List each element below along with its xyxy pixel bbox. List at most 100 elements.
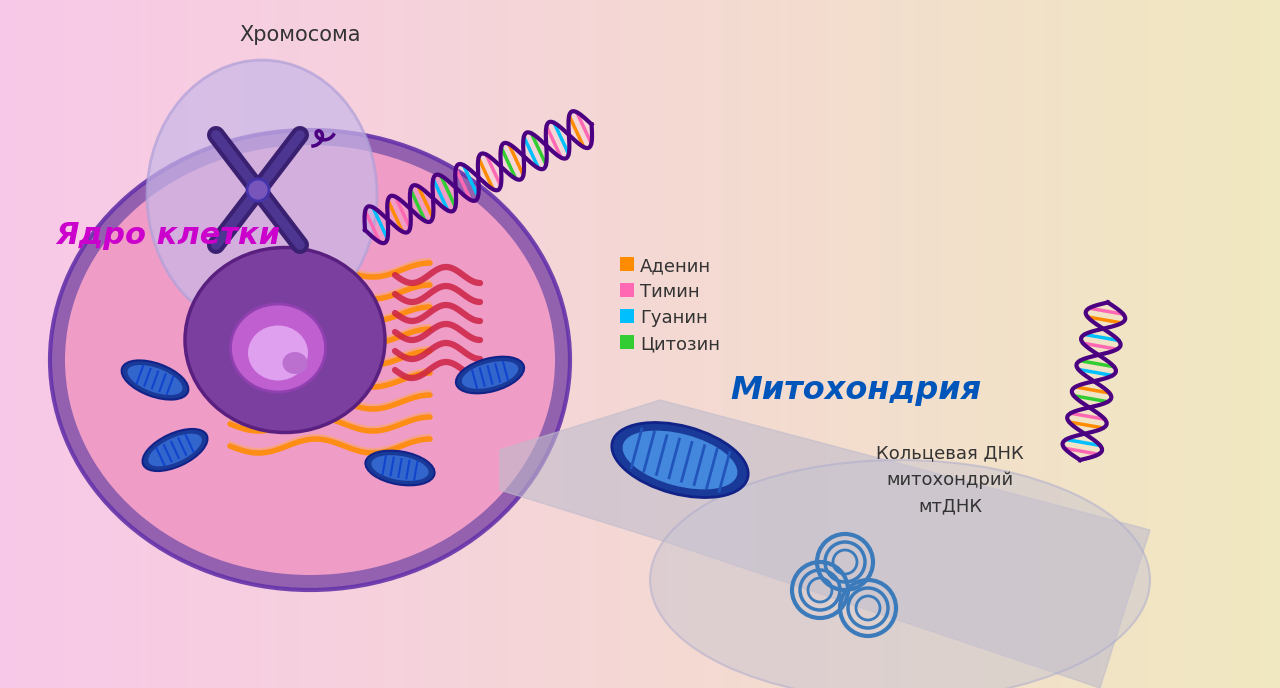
Bar [614, 0, 622, 688]
Bar [845, 0, 852, 688]
Bar [531, 0, 539, 688]
Bar [243, 0, 251, 688]
Bar [1152, 0, 1160, 688]
Bar [1075, 0, 1083, 688]
Bar [326, 0, 334, 688]
Bar [1037, 0, 1044, 688]
Bar [826, 0, 833, 688]
Bar [736, 0, 744, 688]
Bar [122, 0, 129, 688]
Bar [512, 0, 520, 688]
Bar [550, 0, 558, 688]
Bar [269, 0, 276, 688]
Text: Ядро клетки: Ядро клетки [55, 220, 280, 250]
Bar [1114, 0, 1121, 688]
Bar [448, 0, 456, 688]
Ellipse shape [283, 352, 307, 374]
Bar [1107, 0, 1115, 688]
Bar [320, 0, 328, 688]
Bar [973, 0, 980, 688]
Bar [397, 0, 404, 688]
Bar [454, 0, 462, 688]
Bar [646, 0, 654, 688]
Polygon shape [500, 400, 1149, 688]
Bar [422, 0, 430, 688]
Ellipse shape [148, 433, 202, 466]
Bar [621, 0, 628, 688]
Bar [467, 0, 475, 688]
Bar [666, 0, 673, 688]
Bar [1165, 0, 1172, 688]
Bar [960, 0, 968, 688]
Bar [410, 0, 417, 688]
Bar [768, 0, 776, 688]
Bar [435, 0, 443, 688]
Bar [384, 0, 392, 688]
Bar [620, 283, 634, 297]
Ellipse shape [50, 130, 570, 590]
Bar [832, 0, 840, 688]
Bar [1101, 0, 1108, 688]
Bar [1043, 0, 1051, 688]
Bar [1248, 0, 1256, 688]
Bar [160, 0, 168, 688]
Bar [755, 0, 763, 688]
Bar [883, 0, 891, 688]
Bar [96, 0, 104, 688]
Bar [262, 0, 270, 688]
Bar [525, 0, 532, 688]
Bar [13, 0, 20, 688]
Bar [1139, 0, 1147, 688]
Bar [928, 0, 936, 688]
Bar [474, 0, 481, 688]
Bar [966, 0, 974, 688]
Bar [301, 0, 308, 688]
Bar [358, 0, 366, 688]
Bar [723, 0, 731, 688]
Bar [576, 0, 584, 688]
Bar [1050, 0, 1057, 688]
Bar [51, 0, 59, 688]
Bar [339, 0, 347, 688]
Bar [186, 0, 193, 688]
Bar [698, 0, 705, 688]
Bar [704, 0, 712, 688]
Bar [250, 0, 257, 688]
Bar [992, 0, 1000, 688]
Text: Кольцевая ДНК
митохондрий
мтДНК: Кольцевая ДНК митохондрий мтДНК [876, 444, 1024, 515]
Bar [109, 0, 116, 688]
Bar [1171, 0, 1179, 688]
Bar [1267, 0, 1275, 688]
Bar [1158, 0, 1166, 688]
Bar [1094, 0, 1102, 688]
Bar [19, 0, 27, 688]
Bar [1222, 0, 1230, 688]
Bar [134, 0, 142, 688]
Bar [819, 0, 827, 688]
Bar [256, 0, 264, 688]
Bar [858, 0, 865, 688]
Bar [1082, 0, 1089, 688]
Bar [64, 0, 72, 688]
Bar [230, 0, 238, 688]
Bar [352, 0, 360, 688]
Bar [1229, 0, 1236, 688]
Bar [1216, 0, 1224, 688]
Bar [710, 0, 718, 688]
Bar [672, 0, 680, 688]
Bar [627, 0, 635, 688]
Bar [890, 0, 897, 688]
Bar [620, 257, 634, 271]
Bar [0, 0, 8, 688]
Bar [896, 0, 904, 688]
Text: Тимин: Тимин [640, 283, 700, 301]
Bar [717, 0, 724, 688]
Bar [634, 0, 641, 688]
Ellipse shape [186, 248, 385, 433]
Bar [851, 0, 859, 688]
Bar [608, 0, 616, 688]
Bar [333, 0, 340, 688]
Bar [1203, 0, 1211, 688]
Bar [518, 0, 526, 688]
Bar [934, 0, 942, 688]
